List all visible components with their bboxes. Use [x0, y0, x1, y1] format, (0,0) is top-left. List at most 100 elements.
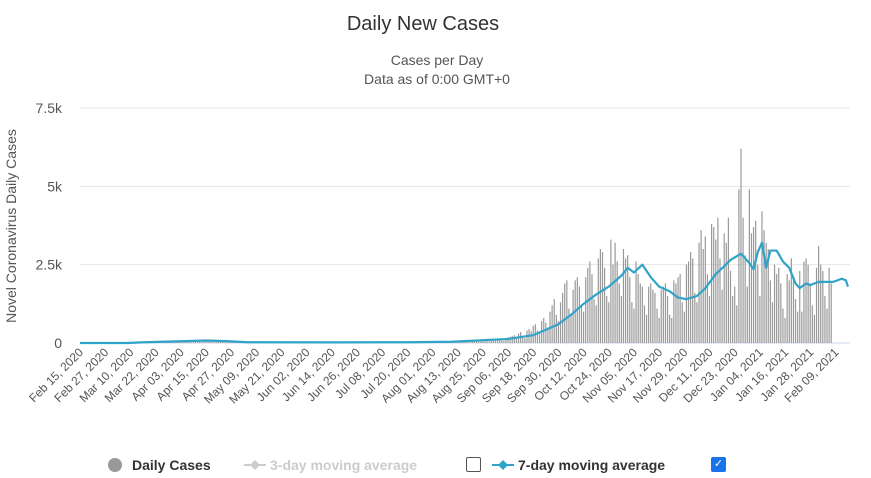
daily-case-bar [624, 258, 627, 343]
daily-case-bar [213, 341, 215, 343]
daily-case-bar [769, 280, 771, 343]
daily-case-bar [217, 341, 220, 343]
daily-case-bar [587, 267, 589, 343]
daily-case-bar [721, 289, 723, 343]
daily-case-bar [501, 340, 503, 343]
daily-case-bar [564, 283, 566, 343]
daily-case-bar [780, 283, 782, 343]
daily-case-bar [201, 340, 203, 343]
daily-case-bar [555, 314, 557, 343]
daily-case-bar [641, 286, 643, 343]
daily-case-bar [773, 264, 776, 343]
circle-icon [108, 458, 122, 472]
daily-case-bar [786, 274, 788, 343]
daily-case-bar [765, 242, 767, 343]
daily-case-bar [633, 308, 635, 343]
daily-case-bar [713, 227, 715, 343]
daily-case-bar [776, 274, 778, 343]
daily-case-bar [209, 341, 211, 343]
daily-case-bar [589, 261, 591, 343]
daily-case-bar [830, 283, 832, 343]
daily-case-bar [656, 308, 658, 343]
daily-case-bar [675, 283, 677, 343]
daily-case-bar [467, 341, 469, 343]
daily-case-bar [648, 286, 650, 343]
daily-case-bar [807, 264, 809, 343]
daily-case-bar [610, 239, 612, 343]
daily-case-bar [685, 264, 688, 343]
daily-case-bar [599, 249, 601, 343]
daily-case-bar [536, 330, 539, 343]
daily-case-bar [671, 317, 673, 343]
daily-case-bar [662, 286, 664, 343]
daily-case-bar [746, 286, 748, 343]
daily-case-bar [620, 296, 622, 343]
daily-case-bar [820, 264, 822, 343]
daily-case-bar [219, 341, 222, 343]
daily-case-bar [719, 258, 721, 343]
daily-case-bar [742, 217, 744, 343]
daily-case-bar [224, 342, 226, 343]
daily-case-bar [635, 261, 637, 343]
daily-case-bar [692, 258, 694, 343]
daily-case-bar [694, 292, 696, 343]
legend-item-3day[interactable]: 3-day moving average [244, 455, 417, 475]
daily-case-bar [681, 302, 683, 343]
daily-case-bar [801, 311, 803, 343]
daily-case-bar [232, 342, 234, 343]
daily-case-bar [557, 321, 560, 343]
daily-case-bar [815, 267, 818, 343]
daily-case-bar [612, 264, 614, 343]
daily-case-bar [622, 249, 625, 343]
y-tick-label: 2.5k [36, 257, 63, 273]
daily-case-bar [211, 341, 213, 343]
daily-case-bar [627, 255, 629, 343]
daily-case-bar [538, 333, 541, 343]
3day-checkbox[interactable] [466, 457, 481, 472]
daily-case-bar [805, 258, 807, 343]
daily-case-bar [744, 255, 746, 343]
daily-case-bar [790, 258, 792, 343]
daily-case-bar [226, 342, 228, 343]
daily-case-bar [738, 189, 740, 343]
daily-case-bar [222, 341, 224, 343]
daily-case-bar [496, 339, 499, 343]
daily-case-bar [788, 280, 790, 343]
legend-item-daily-cases[interactable]: Daily Cases [108, 455, 211, 475]
daily-case-bar [568, 308, 570, 343]
daily-case-bar [614, 242, 616, 343]
daily-case-bar [767, 249, 769, 343]
daily-case-bar [551, 305, 553, 343]
daily-case-bar [759, 296, 761, 343]
daily-case-bar [494, 338, 497, 343]
daily-case-bar [794, 299, 797, 343]
daily-case-bar [792, 277, 795, 343]
daily-case-bar [629, 277, 631, 343]
daily-case-bar [645, 314, 648, 343]
daily-case-bar [503, 340, 505, 343]
daily-case-bar [631, 302, 633, 343]
daily-case-bar [725, 242, 727, 343]
daily-case-bar [482, 340, 484, 343]
line-marker-icon [244, 460, 266, 470]
y-axis-label: Novel Coronavirus Daily Cases [3, 129, 19, 323]
daily-case-bar [706, 274, 709, 343]
legend-item-7day[interactable]: 7-day moving average [492, 455, 665, 475]
7day-checkbox[interactable]: ✓ [711, 457, 726, 472]
daily-case-bar [824, 296, 826, 343]
daily-case-bar [704, 236, 706, 343]
daily-case-bar [679, 274, 681, 343]
legend-label-7day: 7-day moving average [518, 457, 666, 473]
daily-case-bar [205, 340, 207, 343]
daily-case-bar [207, 341, 209, 343]
daily-case-bar [757, 264, 759, 343]
daily-case-bar [652, 289, 654, 343]
daily-case-bar [828, 267, 830, 343]
daily-case-bar [658, 317, 660, 343]
daily-case-bar [595, 305, 597, 343]
daily-case-bar [203, 340, 205, 343]
y-tick-label: 0 [54, 335, 62, 351]
daily-case-bar [583, 311, 585, 343]
daily-case-bar [643, 305, 646, 343]
